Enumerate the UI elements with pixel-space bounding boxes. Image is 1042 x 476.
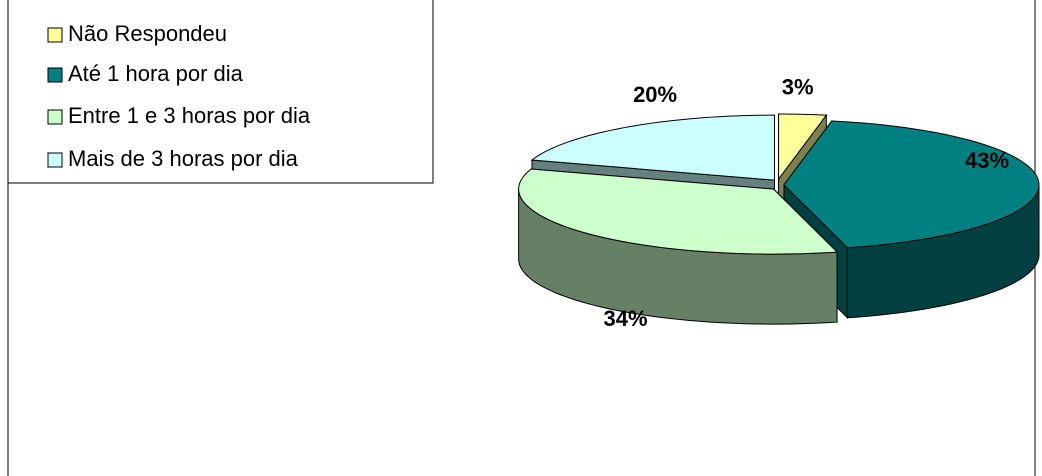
legend-label: Não Respondeu	[68, 21, 227, 46]
legend-swatch	[47, 109, 63, 125]
slice-top	[530, 114, 775, 181]
legend-label: Mais de 3 horas por dia	[68, 146, 299, 171]
data-label: 20%	[633, 82, 677, 107]
data-label: 3%	[782, 74, 814, 99]
legend-swatch	[47, 27, 63, 43]
data-label: 34%	[604, 306, 648, 331]
legend-label: Entre 1 e 3 horas por dia	[68, 103, 311, 128]
legend-swatch	[47, 67, 63, 83]
slice-top	[783, 120, 1040, 249]
data-label: 43%	[965, 148, 1009, 173]
slice	[518, 168, 839, 325]
legend-swatch	[47, 152, 63, 168]
legend-box	[7, 0, 434, 184]
slice-top	[518, 168, 839, 255]
slice-top	[778, 113, 828, 181]
legend-label: Até 1 hora por dia	[68, 61, 244, 86]
